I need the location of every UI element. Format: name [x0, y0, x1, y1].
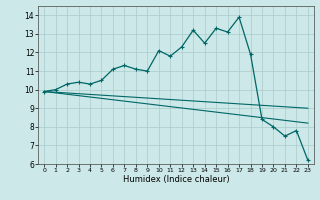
X-axis label: Humidex (Indice chaleur): Humidex (Indice chaleur) [123, 175, 229, 184]
